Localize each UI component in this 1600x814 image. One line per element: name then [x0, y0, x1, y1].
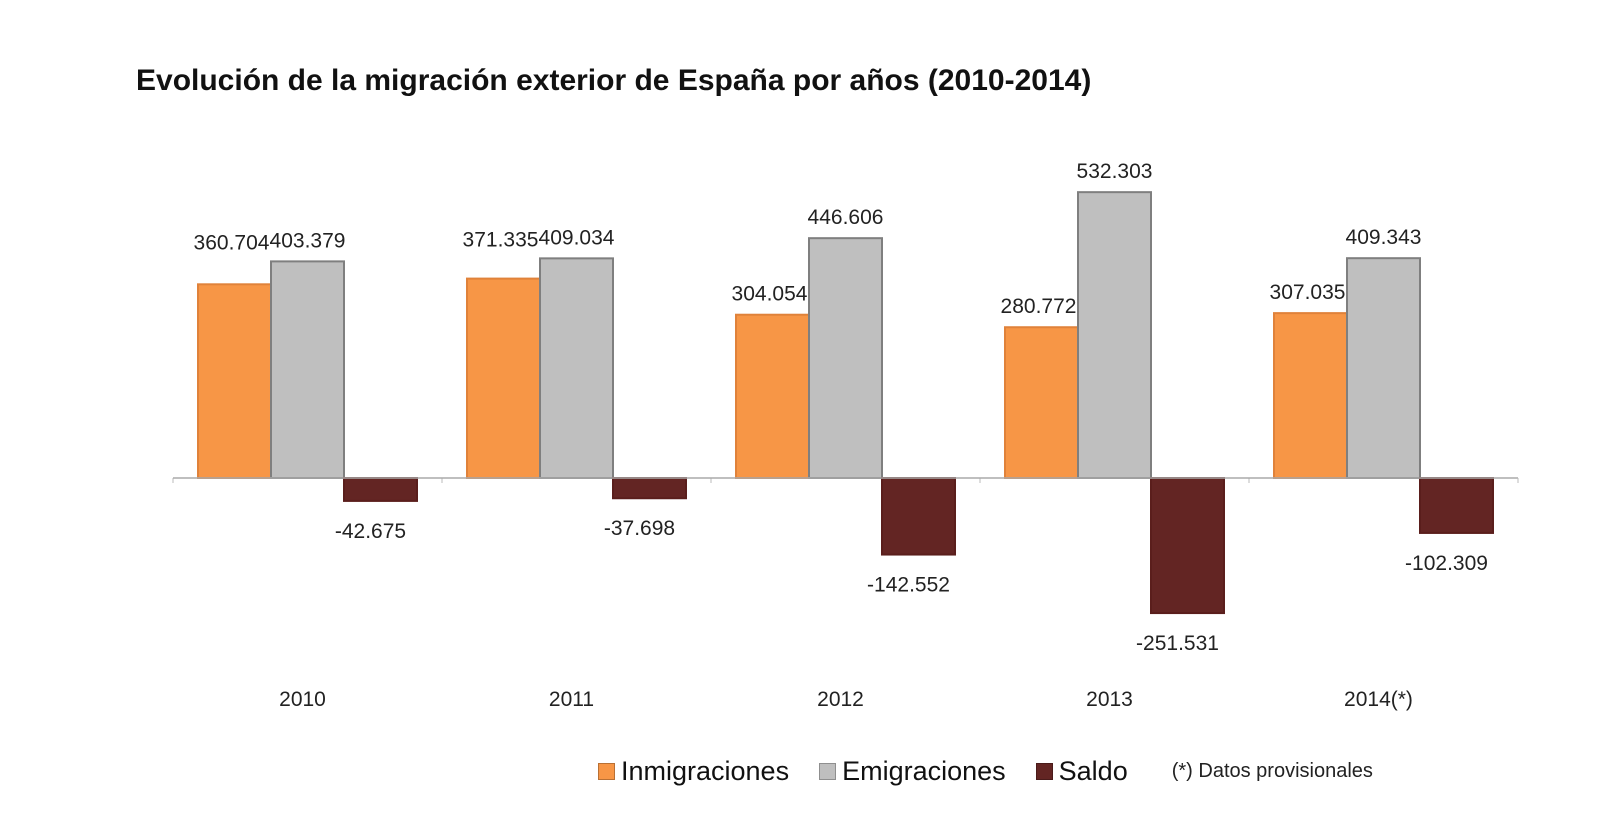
data-label: 360.704 — [194, 231, 270, 254]
x-tick-label: 2010 — [279, 688, 326, 711]
legend-label: Emigraciones — [842, 756, 1006, 786]
x-tick-label: 2012 — [817, 688, 864, 711]
legend-item-inmigraciones: Inmigraciones — [598, 756, 789, 787]
data-label: -37.698 — [604, 517, 675, 540]
data-label: 403.379 — [270, 229, 346, 252]
bar-emigraciones — [270, 260, 345, 479]
bar-emigraciones — [808, 237, 883, 479]
data-label: 409.343 — [1346, 226, 1422, 249]
chart-title: Evolución de la migración exterior de Es… — [136, 64, 1092, 97]
data-label: -102.309 — [1405, 552, 1488, 575]
bar-emigraciones — [1077, 191, 1152, 479]
x-tick-label: 2011 — [549, 688, 594, 711]
data-label: 532.303 — [1077, 160, 1153, 183]
bar-inmigraciones — [735, 313, 810, 479]
legend: Inmigraciones Emigraciones Saldo (*) Dat… — [598, 756, 1373, 787]
bar-inmigraciones — [1273, 312, 1348, 479]
bar-saldo — [612, 477, 687, 500]
data-label: 280.772 — [1001, 295, 1077, 318]
legend-item-saldo: Saldo — [1035, 756, 1128, 787]
data-label: -251.531 — [1136, 632, 1219, 655]
bar-emigraciones — [1346, 257, 1421, 479]
data-label: 371.335 — [463, 228, 539, 251]
legend-swatch-inmigraciones — [598, 763, 615, 780]
footnote: (*) Datos provisionales — [1171, 760, 1373, 782]
legend-label: Saldo — [1058, 756, 1128, 786]
bar-emigraciones — [539, 257, 614, 480]
data-label: 307.035 — [1270, 281, 1346, 304]
data-label: -42.675 — [335, 520, 406, 543]
legend-label: Inmigraciones — [621, 756, 790, 786]
bar-saldo — [881, 477, 956, 556]
data-label: 409.034 — [539, 226, 615, 249]
bar-saldo — [1419, 477, 1494, 534]
legend-swatch-emigraciones — [819, 763, 837, 780]
legend-item-emigraciones: Emigraciones — [819, 756, 1006, 787]
data-label: -142.552 — [867, 574, 950, 597]
data-label: 304.054 — [732, 283, 808, 306]
data-label: 446.606 — [808, 206, 884, 229]
bar-saldo — [1150, 477, 1225, 615]
bar-inmigraciones — [466, 277, 541, 479]
bar-inmigraciones — [197, 283, 272, 479]
bar-inmigraciones — [1004, 326, 1079, 479]
x-tick-label: 2013 — [1086, 688, 1133, 711]
x-tick-label: 2014(*) — [1344, 688, 1413, 711]
legend-swatch-saldo — [1035, 763, 1053, 780]
bar-saldo — [343, 477, 418, 502]
